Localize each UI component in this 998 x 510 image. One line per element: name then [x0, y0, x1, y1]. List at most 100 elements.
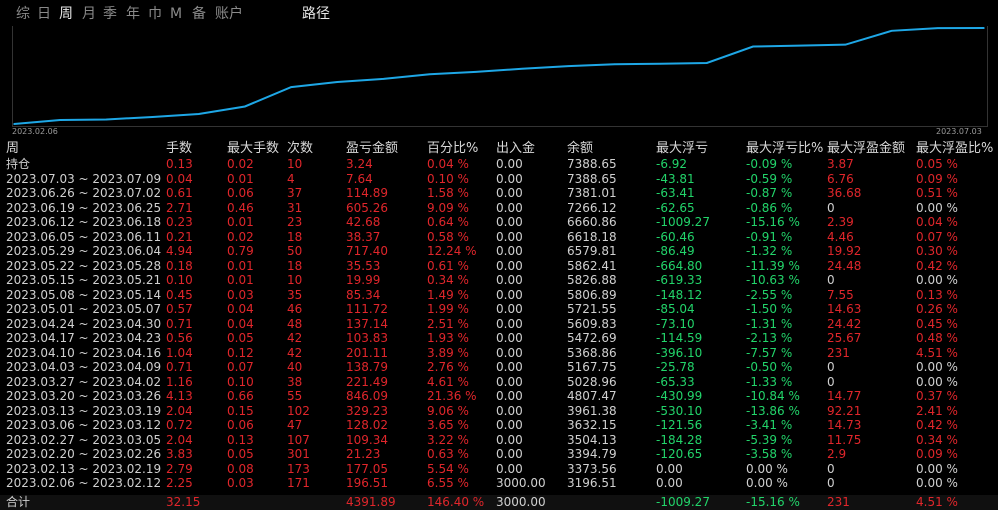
- cell-max-fp: 3.87: [827, 157, 854, 171]
- cell-max-dd: -65.33: [656, 374, 695, 389]
- cell-period: 2023.06.26 ~ 2023.07.02: [6, 186, 162, 200]
- cell-max-fp: 231: [827, 494, 850, 509]
- cell-pnl: 138.79: [346, 360, 388, 374]
- cell-pct: 0.64 %: [427, 215, 469, 229]
- table-row[interactable]: 2023.05.22 ~ 2023.05.28 0.18 0.01 18 35.53 0.…: [0, 259, 998, 274]
- table-row[interactable]: 2023.05.29 ~ 2023.06.04 4.94 0.79 50 717.40 1…: [0, 244, 998, 259]
- x-tick-end: 2023.07.03: [936, 127, 982, 136]
- table-row[interactable]: 2023.04.10 ~ 2023.04.16 1.04 0.12 42 201.11 3…: [0, 346, 998, 361]
- cell-pnl: 605.26: [346, 200, 388, 215]
- tab-yue[interactable]: 月: [82, 6, 96, 22]
- cell-max-lots: 0.05: [227, 331, 254, 345]
- cell-max-dd-pct: -0.09 %: [746, 157, 793, 171]
- table-row[interactable]: 2023.03.13 ~ 2023.03.19 2.04 0.15 102 329.23…: [0, 404, 998, 419]
- header-max-dd-pct[interactable]: 最大浮亏比%: [746, 141, 824, 156]
- cell-max-fp: 0: [827, 476, 835, 490]
- cell-max-fp: 24.42: [827, 316, 862, 331]
- table-row[interactable]: 2023.05.01 ~ 2023.05.07 0.57 0.04 46 111.72 1…: [0, 302, 998, 317]
- cell-pct: 0.61 %: [427, 258, 469, 273]
- table-row[interactable]: 2023.02.27 ~ 2023.03.05 2.04 0.13 107 109.34…: [0, 433, 998, 448]
- cell-max-lots: 0.46: [227, 200, 254, 215]
- cell-max-fp-pct: 0.13 %: [916, 287, 958, 302]
- equity-point-4: [197, 113, 200, 115]
- cell-balance: 7388.65: [567, 171, 617, 186]
- table-row[interactable]: 2023.04.03 ~ 2023.04.09 0.71 0.07 40 138.79 2…: [0, 360, 998, 375]
- header-balance[interactable]: 余额: [567, 141, 594, 156]
- table-row[interactable]: 2023.07.03 ~ 2023.07.09 0.04 0.01 4 7.64 0.10…: [0, 172, 998, 187]
- cell-max-dd: -43.81: [656, 171, 695, 186]
- cell-max-fp-pct: 0.09 %: [916, 447, 958, 461]
- cell-lots: 4.94: [166, 244, 193, 258]
- cell-max-lots: 0.06: [227, 418, 254, 432]
- tab-path[interactable]: 路径: [302, 6, 330, 22]
- cell-pct: 12.24 %: [427, 244, 477, 258]
- tab-zhanghu[interactable]: 账户: [215, 6, 243, 22]
- cell-count: 50: [287, 244, 303, 258]
- table-row[interactable]: 2023.05.08 ~ 2023.05.14 0.45 0.03 35 85.34 1.…: [0, 288, 998, 303]
- table-row[interactable]: 2023.02.06 ~ 2023.02.12 2.25 0.03 171 196.51…: [0, 476, 998, 491]
- equity-chart-frame: [12, 26, 988, 127]
- cell-max-lots: 0.01: [227, 215, 254, 229]
- cell-count: 48: [287, 316, 303, 331]
- table-row[interactable]: 2023.06.19 ~ 2023.06.25 2.71 0.46 31 605.26 9…: [0, 201, 998, 216]
- header-week[interactable]: 周: [6, 141, 20, 156]
- header-pct[interactable]: 百分比%: [427, 141, 479, 156]
- table-row[interactable]: 2023.04.17 ~ 2023.04.23 0.56 0.05 42 103.83 1…: [0, 331, 998, 346]
- cell-max-lots: 0.06: [227, 186, 254, 200]
- header-count[interactable]: 次数: [287, 141, 314, 156]
- table-row[interactable]: 2023.06.05 ~ 2023.06.11 0.21 0.02 18 38.37 0.…: [0, 230, 998, 245]
- cell-io: 0.00: [496, 432, 523, 447]
- cell-count: 46: [287, 302, 303, 316]
- cell-max-fp: 0: [827, 461, 835, 476]
- table-row[interactable]: 2023.06.12 ~ 2023.06.18 0.23 0.01 23 42.68 0.…: [0, 215, 998, 230]
- table-total-row[interactable]: 合计 32.15 4391.89 146.40 % 3000.00 -1009.27 -15…: [0, 494, 998, 510]
- cell-max-dd-pct: -15.16 %: [746, 494, 800, 509]
- table-row[interactable]: 2023.04.24 ~ 2023.04.30 0.71 0.04 48 137.14 2…: [0, 317, 998, 332]
- tab-zong[interactable]: 综: [16, 6, 30, 22]
- cell-period: 2023.06.19 ~ 2023.06.25: [6, 200, 162, 215]
- header-pnl[interactable]: 盈亏金额: [346, 141, 399, 156]
- cell-period: 2023.03.13 ~ 2023.03.19: [6, 403, 162, 418]
- tab-bei[interactable]: 备: [192, 6, 206, 22]
- header-io[interactable]: 出入金: [496, 141, 536, 156]
- cell-max-dd: -85.04: [656, 302, 695, 316]
- cell-period: 2023.03.20 ~ 2023.03.26: [6, 389, 162, 403]
- tab-jin[interactable]: 巾: [148, 6, 162, 22]
- table-row[interactable]: 2023.03.06 ~ 2023.03.12 0.72 0.06 47 128.02 3…: [0, 418, 998, 433]
- header-lots[interactable]: 手数: [166, 141, 193, 156]
- cell-lots: 0.18: [166, 258, 193, 273]
- table-row[interactable]: 2023.03.27 ~ 2023.04.02 1.16 0.10 38 221.49 4…: [0, 375, 998, 390]
- tab-zhou[interactable]: 周: [59, 6, 73, 22]
- cell-io: 0.00: [496, 389, 523, 403]
- table-row[interactable]: 2023.06.26 ~ 2023.07.02 0.61 0.06 37 114.89 1…: [0, 186, 998, 201]
- equity-point-17: [798, 44, 801, 47]
- table-row[interactable]: 2023.02.13 ~ 2023.02.19 2.79 0.08 173 177.05…: [0, 462, 998, 477]
- tab-nian[interactable]: 年: [126, 6, 140, 22]
- cell-max-dd: -184.28: [656, 432, 703, 447]
- cell-io: 0.00: [496, 316, 523, 331]
- header-max-fp-pct[interactable]: 最大浮盈比%: [916, 141, 994, 156]
- table-row-position[interactable]: 持仓 0.13 0.02 10 3.24 0.04 % 0.00 7388.65 -6.92 -0…: [0, 157, 998, 172]
- cell-period: 2023.05.01 ~ 2023.05.07: [6, 302, 162, 316]
- header-max-lots[interactable]: 最大手数: [227, 141, 280, 156]
- cell-count: 23: [287, 215, 303, 229]
- cell-io: 0.00: [496, 345, 523, 360]
- tab-ri[interactable]: 日: [37, 6, 51, 22]
- cell-pct: 1.93 %: [427, 331, 469, 345]
- cell-max-fp-pct: 0.30 %: [916, 244, 958, 258]
- tab-m[interactable]: M: [170, 6, 183, 22]
- cell-max-fp-pct: 0.00 %: [916, 476, 958, 490]
- table-row[interactable]: 2023.05.15 ~ 2023.05.21 0.10 0.01 10 19.99 0.…: [0, 273, 998, 288]
- header-max-dd[interactable]: 最大浮亏: [656, 141, 709, 156]
- cell-balance: 7266.12: [567, 200, 617, 215]
- table-row[interactable]: 2023.03.20 ~ 2023.03.26 4.13 0.66 55 846.09 2…: [0, 389, 998, 404]
- table-row[interactable]: 2023.02.20 ~ 2023.02.26 3.83 0.05 301 21.23 0…: [0, 447, 998, 462]
- cell-balance: 5862.41: [567, 258, 617, 273]
- header-max-fp[interactable]: 最大浮盈金额: [827, 141, 906, 156]
- cell-max-fp: 231: [827, 345, 850, 360]
- cell-io: 0.00: [496, 360, 523, 374]
- tab-ji[interactable]: 季: [103, 6, 117, 22]
- cell-lots: 0.72: [166, 418, 193, 432]
- cell-max-fp: 19.92: [827, 244, 862, 258]
- cell-pnl: 103.83: [346, 331, 388, 345]
